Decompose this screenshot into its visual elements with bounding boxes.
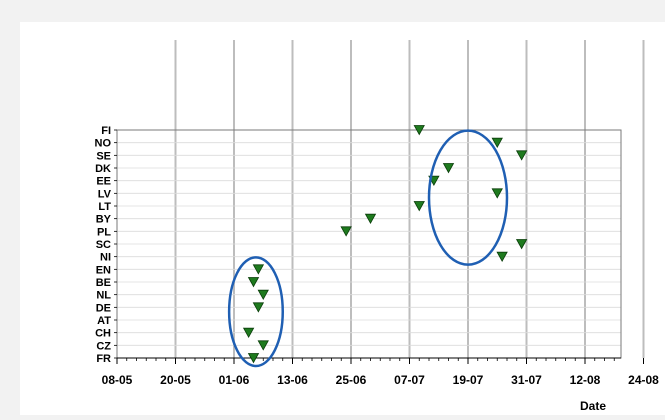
data-point-DK — [442, 163, 455, 174]
data-point-LV — [491, 188, 503, 199]
x-tick-label: 31-07 — [511, 373, 542, 387]
y-tick-label: FR — [96, 353, 111, 365]
y-tick-label: PL — [97, 226, 111, 238]
data-point-CH — [242, 327, 255, 338]
x-tick-label: 19-07 — [453, 373, 484, 387]
x-tick-label: 13-06 — [277, 373, 308, 387]
y-tick-label: EN — [96, 264, 111, 276]
y-tick-label: DE — [96, 302, 111, 314]
data-point-NO — [491, 137, 503, 148]
data-point-PL — [340, 226, 352, 237]
y-tick-label: SE — [96, 150, 111, 162]
y-tick-label: AT — [97, 315, 111, 327]
y-tick-label: NI — [100, 252, 111, 264]
data-point-SE — [515, 150, 528, 161]
x-axis: 08-05 20-05 01-06 13-06 25-06 07-07 19-07 31-07… — [102, 357, 659, 387]
data-point-NI — [496, 251, 508, 262]
data-point-EN — [252, 264, 265, 275]
data-point-LT — [413, 201, 425, 212]
y-tick-label: BY — [96, 214, 112, 226]
data-point-FI — [413, 125, 425, 136]
x-tick-label: 25-06 — [336, 373, 367, 387]
y-tick-label: BE — [96, 277, 111, 289]
x-tick-label: 24-08 — [628, 373, 659, 387]
y-tick-label: CZ — [96, 340, 111, 352]
y-tick-label: DK — [95, 163, 111, 175]
data-point-FR — [247, 353, 260, 364]
x-tick-label: 07-07 — [394, 373, 425, 387]
x-tick-label: 01-06 — [219, 373, 250, 387]
y-tick-label: SC — [96, 239, 111, 251]
y-tick-label: NO — [95, 138, 112, 150]
y-tick-label: CH — [95, 328, 111, 340]
x-tick-label: 12-08 — [570, 373, 601, 387]
x-tick-label: 08-05 — [102, 373, 133, 387]
y-tick-label: LV — [98, 188, 112, 200]
annotation-ellipse-2 — [427, 129, 509, 266]
data-point-BY — [364, 213, 377, 224]
annotation-ellipse-1 — [227, 256, 284, 368]
data-point-BE — [247, 277, 260, 288]
x-axis-title: Date — [580, 399, 606, 413]
y-tick-label: NL — [96, 290, 111, 302]
data-point-CZ — [257, 340, 269, 351]
y-tick-label: EE — [96, 176, 111, 188]
x-tick-label: 20-05 — [160, 373, 191, 387]
y-tick-label: FI — [101, 125, 111, 137]
y-tick-label: LT — [98, 201, 111, 213]
annotation-ellipses — [227, 129, 509, 368]
data-point-SC — [515, 239, 528, 250]
data-point-NL — [257, 289, 269, 300]
data-point-DE — [252, 302, 265, 313]
